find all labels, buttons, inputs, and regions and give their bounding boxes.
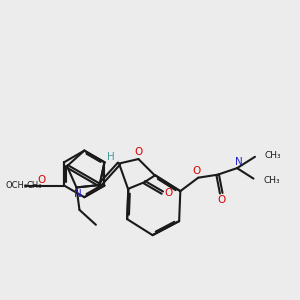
Text: O: O: [193, 166, 201, 176]
Text: N: N: [74, 189, 82, 199]
Text: CH₃: CH₃: [263, 176, 280, 184]
Text: O: O: [134, 148, 142, 158]
Text: O: O: [38, 175, 46, 185]
Text: OCH₃: OCH₃: [6, 181, 28, 190]
Text: CH₃: CH₃: [27, 181, 42, 190]
Text: H: H: [107, 152, 115, 162]
Text: O: O: [165, 188, 173, 198]
Text: N: N: [235, 157, 242, 166]
Text: O: O: [217, 195, 225, 205]
Text: CH₃: CH₃: [265, 151, 281, 160]
